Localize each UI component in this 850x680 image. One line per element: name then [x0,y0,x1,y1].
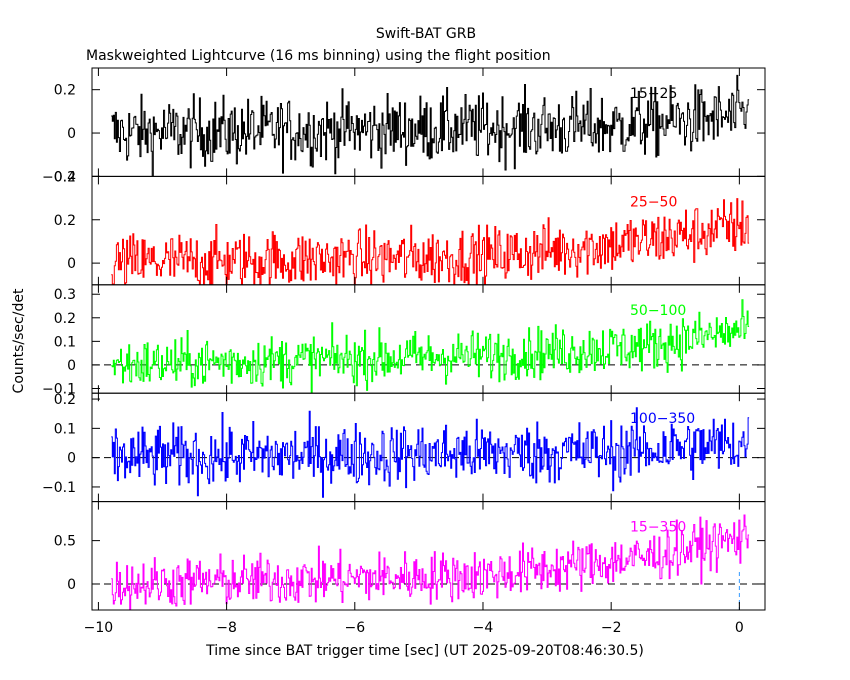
series-line-1 [111,198,750,285]
y-tick-label: 0.1 [54,334,76,350]
y-tick-label: 0 [67,577,76,593]
panel-frame [91,67,766,177]
band-label: 25−50 [630,194,677,210]
y-axis-label: Counts/sec/det [11,288,27,393]
y-tick-label: 0.2 [54,83,76,99]
y-tick-label: 0.2 [54,311,76,327]
band-label: 100−350 [630,411,695,427]
panel-1: 25−50 0.4 0.2 0 [54,169,766,286]
series-line-4 [111,514,750,611]
y-tick-label: 0.3 [54,287,76,303]
y-tick-label: 0 [67,256,76,272]
y-tick-label: 0.4 [54,169,76,185]
x-tick-label: −10 [84,620,114,636]
panel-4: 15−350 0.5 0 [54,501,766,611]
y-tick-label: 0 [67,358,76,374]
chart-subtitle: Maskweighted Lightcurve (16 ms binning) … [86,48,551,64]
y-tick-label: 0.5 [54,534,76,550]
x-tick-label: −2 [601,620,622,636]
chart-title: Swift-BAT GRB [376,26,476,42]
y-tick-label: −0.1 [42,480,76,496]
series-line-0 [111,74,750,177]
y-tick-label: 0 [67,126,76,142]
band-label: 15−350 [630,520,686,536]
y-tick-label: 0.1 [54,421,76,437]
y-tick-label: 0.2 [54,392,76,408]
x-axis-label: Time since BAT trigger time [sec] (UT 20… [205,643,644,659]
x-tick-label: 0 [735,620,744,636]
y-tick-label: 0.2 [54,213,76,229]
x-tick-label: −4 [473,620,494,636]
series-line-3 [111,407,750,498]
x-tick-label: −6 [344,620,365,636]
y-tick-label: −0.2 [42,169,76,185]
panel-3: 100−350 0.2 0.1 0 −0.1 [42,392,766,503]
panel-0: 15−25 0.2 0 −0.2 [42,67,766,185]
y-tick-label: 0 [67,451,76,467]
panels-layer: 15−25 0.2 0 −0.2 25−50 0.4 0.2 0 50−100 0.3 0.2 0.1… [42,67,766,636]
panel-frame [91,501,766,611]
band-label: 50−100 [630,303,686,319]
series-line-2 [111,299,750,394]
x-tick-label: −8 [216,620,237,636]
band-label: 15−25 [630,86,677,102]
y-tick-label: −0.1 [42,381,76,397]
panel-2: 50−100 0.3 0.2 0.1 0 −0.1 [42,284,766,397]
